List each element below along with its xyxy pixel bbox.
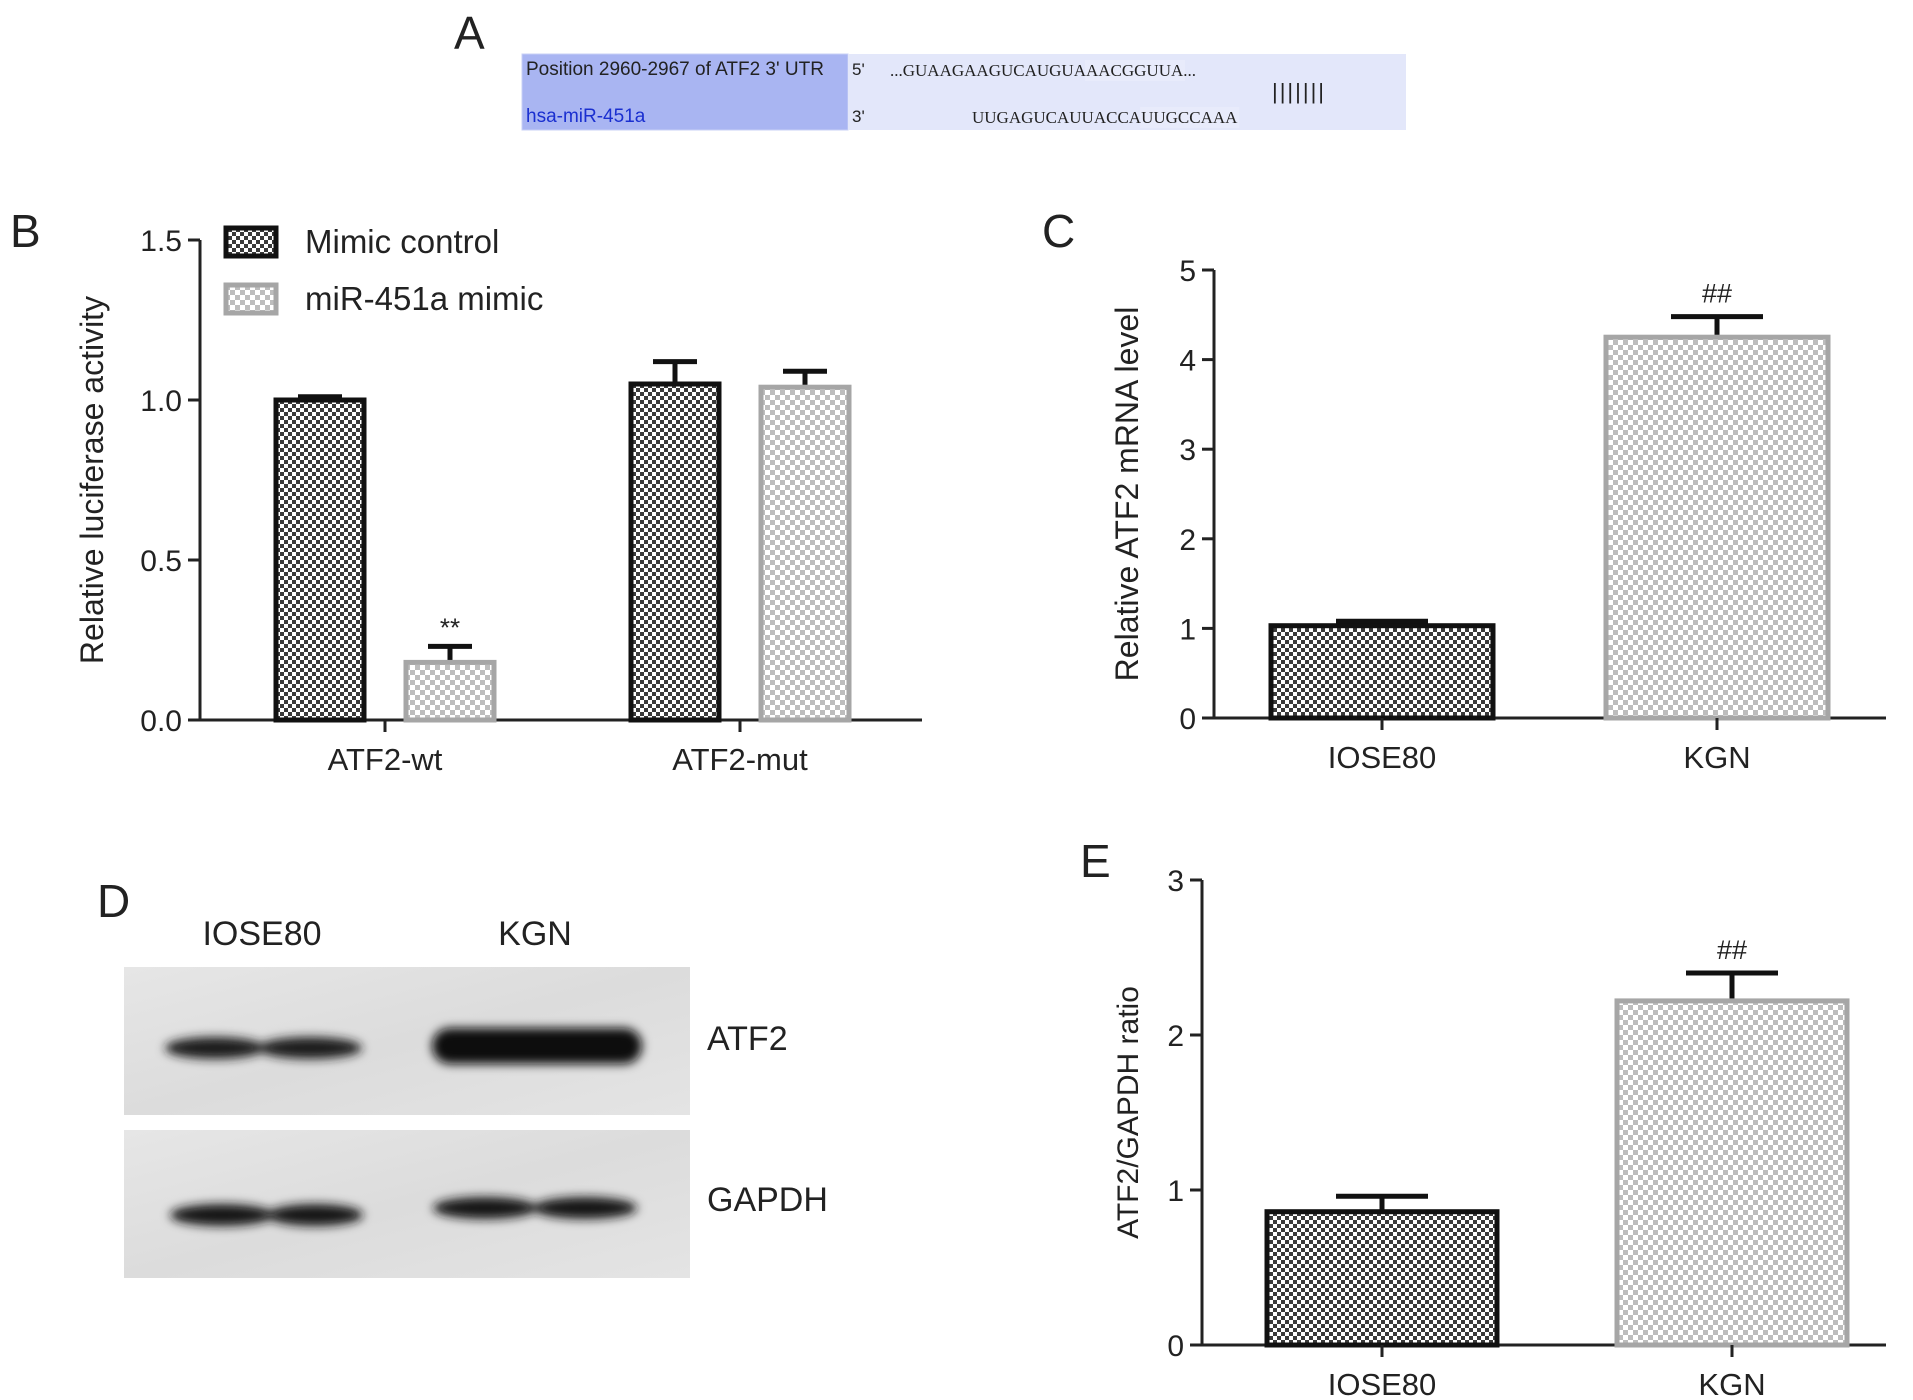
y-tick-label: 1.0 [140,385,182,418]
y-tick-label: 1.5 [140,225,182,258]
y-tick-label: 0.5 [140,545,182,578]
chart-c-mrna: 0 1 2 3 4 5 Relative ATF2 mRNA level IOSE80 KGN #… [1109,255,1886,775]
y-tick-label: 1 [1167,1175,1184,1208]
x-tick-label: ATF2-wt [328,742,443,777]
row1-seq-seed: AACGGUUA [1086,61,1184,80]
row1-seq-suffix: ... [1183,61,1196,80]
sequence-alignment: Position 2960-2967 of ATF2 3' UTR hsa-mi… [521,53,1406,131]
y-tick-label: 2 [1179,524,1196,557]
y-axis-label: ATF2/GAPDH ratio [1112,986,1145,1239]
y-tick-label: 0 [1167,1330,1184,1363]
x-tick-label: ATF2-mut [672,742,808,777]
bar-light [1614,998,1850,1348]
bar-dark [273,397,367,723]
x-tick-label: KGN [1683,740,1750,775]
legend-swatch-dark [223,225,279,259]
blot-lane-label-kgn: KGN [498,915,572,953]
panel-label-b: B [10,205,41,257]
bar-dark [1264,1209,1500,1348]
y-tick-label: 1 [1179,613,1196,646]
band-atf2-kgn [432,1028,642,1064]
chart-e-ratio: 0 1 2 3 ATF2/GAPDH ratio IOSE80 KGN ## [1112,865,1886,1400]
band-gapdh-kgn [433,1197,637,1219]
bar-dark [628,381,722,723]
legend-label: Mimic control [305,223,499,260]
western-blot: IOSE80 KGN ATF2 GAPDH [124,915,828,1278]
significance-marker: ## [1702,279,1732,309]
panel-label-e: E [1080,835,1111,887]
blot-band-label-gapdh: GAPDH [707,1181,828,1219]
y-tick-label: 3 [1167,865,1184,898]
y-tick-label: 5 [1179,255,1196,288]
legend-swatch-light [223,282,279,316]
alignment-row1-end: 5' [852,60,865,79]
y-axis-label: Relative luciferase activity [74,296,110,664]
blot-band-label-atf2: ATF2 [707,1020,788,1058]
seed-highlight-1 [1084,60,1185,81]
row1-seq-prefix: ...GUAAGAAGUCAUGUA [890,61,1087,80]
panel-label-a: A [454,7,485,59]
significance-marker: ## [1717,935,1747,965]
x-tick-label: KGN [1698,1367,1765,1400]
band-gapdh-iose80 [170,1204,363,1226]
x-tick-label: IOSE80 [1328,740,1437,775]
bar-light [403,659,497,723]
alignment-row2-sequence: UUGAGUCAUUACCAUUGCCAAA [972,108,1238,127]
seed-highlight-2 [1140,107,1240,128]
alignment-label-column [521,53,849,131]
panel-label-c: C [1042,205,1076,257]
y-tick-label: 2 [1167,1020,1184,1053]
chart-b-luciferase: 0.0 0.5 1.0 1.5 Relative luciferase activity… [74,223,922,777]
alignment-row1-label: Position 2960-2967 of ATF2 3' UTR [526,59,824,80]
blot-lane-label-iose80: IOSE80 [202,915,321,953]
y-tick-label: 4 [1179,345,1196,378]
y-axis-label: Relative ATF2 mRNA level [1109,307,1145,682]
alignment-row1-sequence: ...GUAAGAAGUCAUGUAAACGGUUA... [890,61,1196,80]
alignment-pairing: ||||||| [1272,79,1326,104]
bar-light [1603,334,1831,721]
y-tick-label: 0 [1179,703,1196,736]
row2-seq-seed: UUGCCAAA [1141,108,1238,127]
bar-dark [1268,623,1496,721]
panel-label-d: D [97,875,131,927]
alignment-row2-label: hsa-miR-451a [526,106,646,127]
bar-light [758,384,852,723]
band-atf2-iose80 [165,1037,362,1059]
x-tick-label: IOSE80 [1328,1367,1437,1400]
legend-label: miR-451a mimic [305,280,543,317]
y-tick-label: 3 [1179,434,1196,467]
significance-marker: ** [440,612,460,642]
alignment-row2-end: 3' [852,107,865,126]
row2-seq-prefix: UUGAGUCAUUACCA [972,108,1142,127]
y-tick-label: 0.0 [140,705,182,738]
